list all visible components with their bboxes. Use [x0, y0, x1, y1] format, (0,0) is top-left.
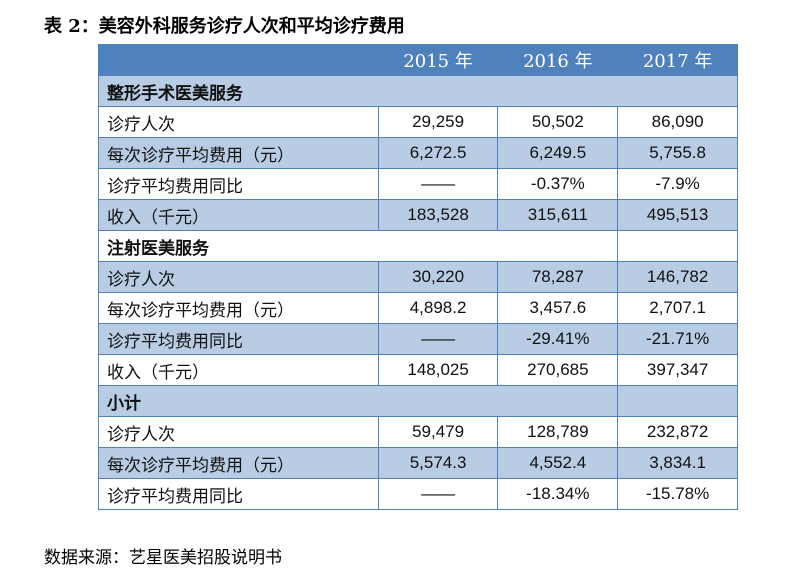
section-row: 注射医美服务 [97, 230, 738, 262]
table-row: 诊疗人次 59,479 128,789 232,872 [98, 416, 738, 448]
table-row: 诊疗人次 30,220 78,287 146,782 [98, 261, 738, 293]
table-row: 诊疗平均费用同比 —— -18.34% -15.78% [98, 478, 738, 510]
cell-value: 3,834.1 [617, 447, 738, 479]
row-label: 诊疗平均费用同比 [98, 168, 379, 200]
cell-value: 78,287 [497, 261, 619, 293]
cell-value: 148,025 [377, 354, 499, 386]
cell-value: 232,872 [617, 416, 738, 448]
row-label: 诊疗平均费用同比 [98, 478, 379, 510]
cell-value: —— [377, 323, 499, 355]
table-row: 诊疗平均费用同比 —— -0.37% -7.9% [98, 168, 738, 200]
row-label: 收入（千元） [98, 354, 379, 386]
cell-value: 397,347 [617, 354, 738, 386]
row-label: 诊疗人次 [98, 261, 379, 293]
cell-value: 2,707.1 [617, 292, 738, 324]
row-label: 诊疗人次 [98, 106, 379, 138]
cell-value: 270,685 [497, 354, 619, 386]
section-row: 小计 [97, 385, 738, 417]
section-blank [617, 385, 738, 417]
cell-value: —— [377, 168, 499, 200]
cell-value: 4,898.2 [377, 292, 499, 324]
data-table: 2015 年 2016 年 2017 年 整形手术医美服务 诊疗人次 29,259 5… [97, 44, 738, 510]
cell-value: 315,611 [497, 199, 619, 231]
cell-value: 146,782 [617, 261, 738, 293]
cell-value: 183,528 [377, 199, 499, 231]
section-title: 整形手术医美服务 [98, 75, 738, 107]
section-blank [617, 230, 738, 262]
cell-value: 3,457.6 [497, 292, 619, 324]
cell-value: 59,479 [377, 416, 499, 448]
row-label: 每次诊疗平均费用（元） [98, 292, 379, 324]
cell-value: —— [377, 478, 499, 510]
row-label: 每次诊疗平均费用（元） [98, 447, 379, 479]
header-row: 2015 年 2016 年 2017 年 [98, 44, 738, 76]
cell-value: -7.9% [617, 168, 738, 200]
table-title: 表 2：美容外科服务诊疗人次和平均诊疗费用 [44, 16, 405, 37]
cell-value: 5,574.3 [377, 447, 499, 479]
row-label: 每次诊疗平均费用（元） [98, 137, 379, 169]
table-row: 收入（千元） 148,025 270,685 397,347 [98, 354, 738, 386]
cell-value: -15.78% [617, 478, 738, 510]
header-year: 2016 年 [497, 44, 619, 76]
header-year: 2015 年 [377, 44, 499, 76]
cell-value: -18.34% [497, 478, 619, 510]
cell-value: 86,090 [617, 106, 738, 138]
cell-value: 30,220 [377, 261, 499, 293]
section-title: 小计 [97, 385, 619, 417]
row-label: 诊疗人次 [98, 416, 379, 448]
cell-value: 495,513 [617, 199, 738, 231]
cell-value: 5,755.8 [617, 137, 738, 169]
source-note: 数据来源：艺星医美招股说明书 [44, 548, 282, 568]
cell-value: -21.71% [617, 323, 738, 355]
header-blank [98, 44, 379, 76]
table-row: 每次诊疗平均费用（元） 6,272.5 6,249.5 5,755.8 [98, 137, 738, 169]
section-row: 整形手术医美服务 [98, 75, 738, 107]
cell-value: -0.37% [497, 168, 619, 200]
table-row: 诊疗平均费用同比 —— -29.41% -21.71% [98, 323, 738, 355]
header-year: 2017 年 [617, 44, 738, 76]
table-row: 每次诊疗平均费用（元） 4,898.2 3,457.6 2,707.1 [98, 292, 738, 324]
row-label: 诊疗平均费用同比 [98, 323, 379, 355]
cell-value: 6,272.5 [377, 137, 499, 169]
row-label: 收入（千元） [98, 199, 379, 231]
cell-value: 128,789 [497, 416, 619, 448]
cell-value: 4,552.4 [497, 447, 619, 479]
table-row: 收入（千元） 183,528 315,611 495,513 [98, 199, 738, 231]
section-title: 注射医美服务 [97, 230, 619, 262]
cell-value: 50,502 [497, 106, 619, 138]
cell-value: -29.41% [497, 323, 619, 355]
cell-value: 6,249.5 [497, 137, 619, 169]
table-row: 诊疗人次 29,259 50,502 86,090 [98, 106, 738, 138]
table-row: 每次诊疗平均费用（元） 5,574.3 4,552.4 3,834.1 [98, 447, 738, 479]
cell-value: 29,259 [377, 106, 499, 138]
